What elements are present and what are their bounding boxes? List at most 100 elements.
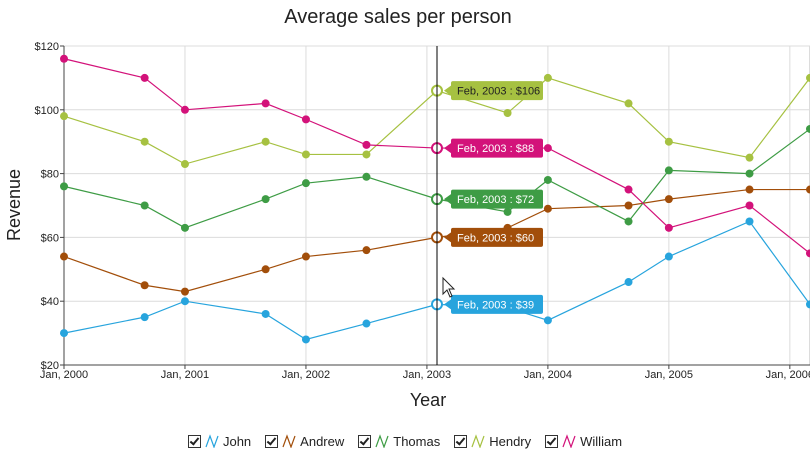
tooltips: Feb, 2003 : $106 Feb, 2003 : $88 Feb, 2003… [444,81,543,314]
tooltip-box [451,294,543,314]
data-point[interactable] [301,252,310,261]
data-point[interactable] [664,137,673,146]
tooltip: Feb, 2003 : $106 [444,81,543,101]
line-series-icon [205,434,219,448]
data-point[interactable] [261,137,270,146]
data-point[interactable] [664,223,673,232]
data-point[interactable] [140,137,149,146]
legend-checkbox[interactable] [187,434,201,448]
y-tick-label: $80 [41,169,59,181]
data-point[interactable] [806,185,810,194]
tooltip-label: Feb, 2003 : $106 [457,86,540,98]
data-point[interactable] [806,73,810,82]
x-tick-label: Jan, 2006 [766,369,810,381]
x-tick-label: Jan, 2001 [161,369,209,381]
data-point[interactable] [362,319,371,328]
tooltip-label: Feb, 2003 : $72 [457,194,534,206]
data-point[interactable] [60,329,68,338]
y-tick-label: $60 [41,232,59,244]
tooltip-label: Feb, 2003 : $39 [457,299,534,311]
tooltip-label: Feb, 2003 : $88 [457,143,534,155]
x-tick-label: Jan, 2003 [403,369,451,381]
legend-item-andrew[interactable]: Andrew [265,434,344,449]
legend-item-john[interactable]: John [187,433,252,449]
data-point[interactable] [180,287,189,296]
data-point[interactable] [60,182,68,191]
legend-checkbox[interactable] [454,434,468,448]
data-point[interactable] [543,73,552,82]
legend-checkbox[interactable] [265,434,279,448]
y-tick-label: $20 [41,360,59,372]
data-point[interactable] [261,309,270,318]
data-point[interactable] [180,223,189,232]
data-point[interactable] [261,99,270,108]
data-point[interactable] [624,201,633,210]
tooltip-box [451,81,543,101]
x-tick-label: Jan, 2005 [645,369,693,381]
data-point[interactable] [745,169,754,178]
tooltip: Feb, 2003 : $72 [444,189,543,209]
tooltip-box [451,227,543,247]
data-point[interactable] [362,172,371,181]
tooltip: Feb, 2003 : $60 [444,227,543,247]
data-point[interactable] [664,252,673,261]
series-layer [60,54,810,344]
data-point[interactable] [60,54,68,63]
series-hendry [60,73,810,169]
line-series-icon [375,434,389,448]
data-point[interactable] [543,204,552,213]
data-point[interactable] [140,73,149,82]
data-point[interactable] [503,207,512,216]
legend-label: William [580,433,623,449]
data-point[interactable] [60,252,68,261]
data-point[interactable] [503,108,512,117]
data-point[interactable] [745,185,754,194]
data-point[interactable] [180,105,189,114]
data-point[interactable] [180,297,189,306]
mouse-cursor-icon [442,276,456,298]
data-point[interactable] [362,246,371,255]
data-point[interactable] [140,313,149,322]
data-point[interactable] [543,144,552,153]
data-point[interactable] [624,217,633,226]
legend-label: John [222,433,252,449]
data-point[interactable] [664,166,673,175]
legend-item-thomas[interactable]: Thomas [358,434,440,449]
data-point[interactable] [664,195,673,204]
data-point[interactable] [624,278,633,287]
tooltip-pointer [444,194,451,205]
data-point[interactable] [301,335,310,344]
data-point[interactable] [362,140,371,149]
legend: John Andrew Thomas Hendry William [0,430,810,452]
legend-checkbox[interactable] [545,434,559,448]
data-point[interactable] [301,150,310,159]
series-thomas [60,124,810,232]
data-point[interactable] [745,153,754,162]
data-point[interactable] [745,217,754,226]
data-point[interactable] [624,99,633,108]
legend-item-william[interactable]: William [545,434,622,449]
tooltip-pointer [444,232,451,243]
data-point[interactable] [806,300,810,309]
data-point[interactable] [745,201,754,210]
data-point[interactable] [543,175,552,184]
legend-item-hendry[interactable]: Hendry [454,434,531,449]
data-point[interactable] [301,179,310,188]
data-point[interactable] [261,195,270,204]
y-tick-label: $100 [35,105,59,117]
data-point[interactable] [261,265,270,274]
data-point[interactable] [180,160,189,169]
legend-label: Andrew [300,433,345,449]
data-point[interactable] [140,201,149,210]
data-point[interactable] [362,150,371,159]
data-point[interactable] [624,185,633,194]
data-point[interactable] [60,112,68,121]
data-point[interactable] [301,115,310,124]
data-point[interactable] [140,281,149,290]
legend-checkbox[interactable] [358,434,372,448]
data-point[interactable] [806,124,810,133]
data-point[interactable] [806,249,810,258]
tooltip: Feb, 2003 : $39 [444,294,543,314]
data-point[interactable] [543,316,552,325]
